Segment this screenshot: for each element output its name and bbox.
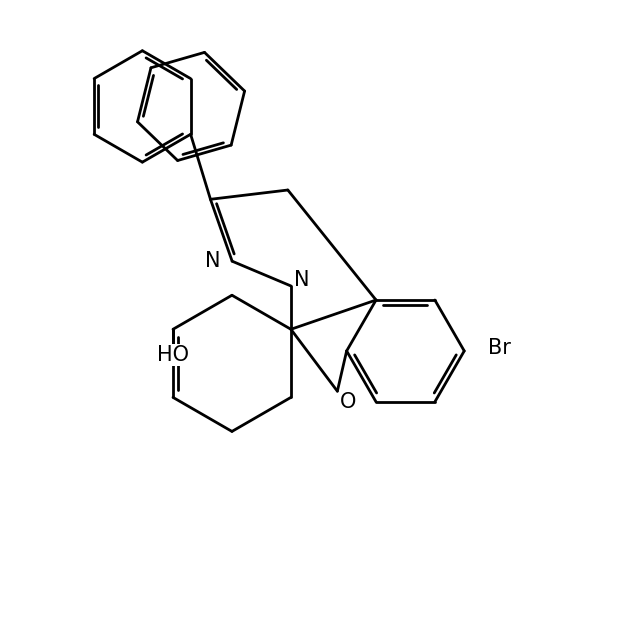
Text: HO: HO [157,346,189,365]
Text: O: O [340,392,357,412]
Text: Br: Br [488,338,511,358]
Text: N: N [294,270,310,290]
Text: N: N [206,251,221,271]
